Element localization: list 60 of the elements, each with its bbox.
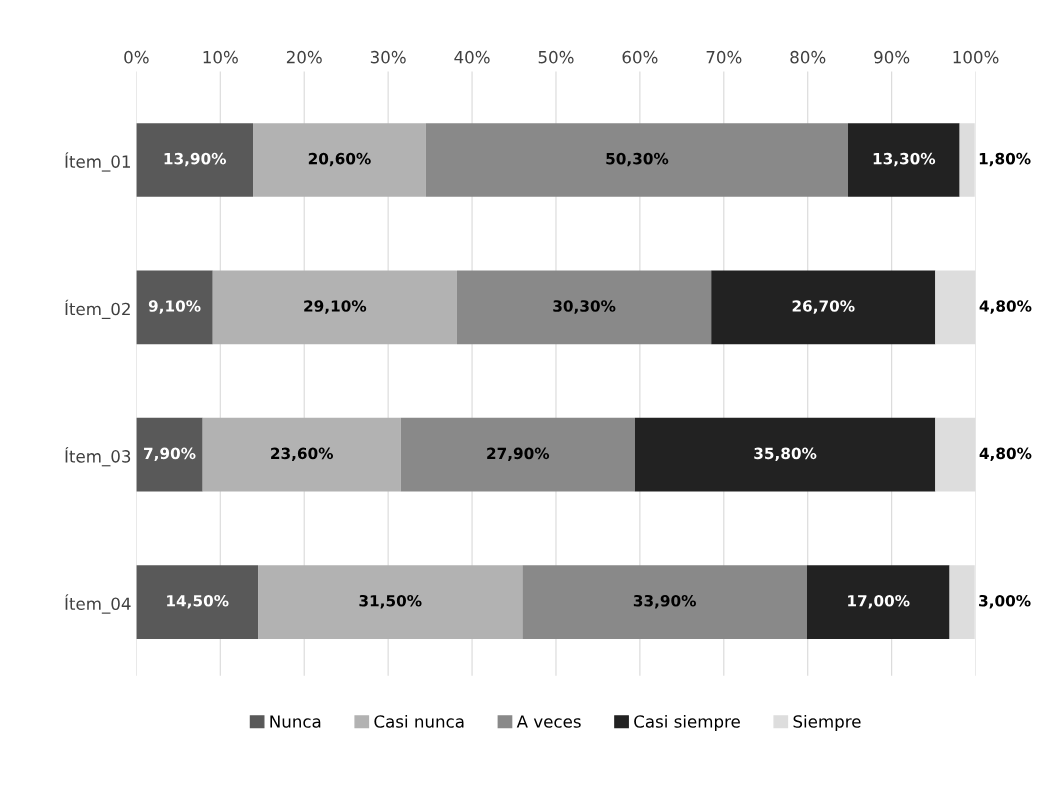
data-label: 3,00% [979,594,1031,609]
y-tick-label: Ítem_01 [65,152,130,172]
data-label: 29,10% [304,300,367,314]
data-label: 7,90% [144,447,196,462]
legend-label: A veces [516,715,581,728]
bar [522,565,807,639]
bar [136,270,213,345]
data-label: 1,80% [979,152,1031,167]
x-tick-label: 50% [538,50,574,64]
bar [136,123,254,197]
data-label: 35,80% [754,447,817,462]
x-tick-label: 20% [286,50,322,64]
bar [634,417,936,492]
bar [711,270,936,345]
bar [949,565,975,639]
data-label: 14,50% [167,594,229,609]
y-tick-label: Ítem_02 [65,299,130,319]
data-label: 27,90% [487,447,550,462]
bar [935,417,976,492]
legend-label: Casi nunca [374,714,464,728]
data-label: 23,60% [271,447,334,462]
data-label: 33,90% [633,594,696,609]
bar [212,270,457,345]
legend-label: Casi siempre [634,714,740,732]
y-tick-label: Ítem_04 [65,594,131,614]
data-label: 13,30% [873,152,936,167]
bar [136,565,259,639]
x-tick-label: 10% [203,50,238,64]
data-label: 9,10% [148,300,201,314]
x-tick-label: 60% [622,50,658,64]
x-tick-label: 100% [953,50,999,64]
x-tick-label: 0% [124,50,149,64]
x-tick-label: 80% [790,50,826,64]
bar [400,417,635,492]
data-label: 4,80% [979,447,1032,462]
data-label: 26,70% [792,300,855,314]
x-tick-label: 90% [874,50,910,64]
bar [425,123,849,197]
data-label: 50,30% [606,152,669,167]
bar [959,123,975,197]
x-tick-label: 70% [706,50,742,64]
data-label: 4,80% [979,300,1032,314]
legend-label: Siempre [793,714,861,732]
x-tick-label: 30% [370,50,406,64]
data-label: 20,60% [308,152,371,167]
data-label: 13,90% [164,152,227,167]
bar [136,417,203,492]
x-tick-label: 40% [454,50,490,64]
data-label: 30,30% [553,300,616,314]
bar [456,270,712,345]
data-label: 17,00% [848,594,910,609]
bar [848,123,960,197]
bar [258,565,523,639]
bar [935,270,976,345]
legend-label: Nunca [270,715,321,728]
bar [806,565,950,639]
bar [253,123,426,197]
data-label: 31,50% [359,594,422,609]
y-tick-label: Ítem_03 [65,446,131,467]
bar [202,417,401,492]
